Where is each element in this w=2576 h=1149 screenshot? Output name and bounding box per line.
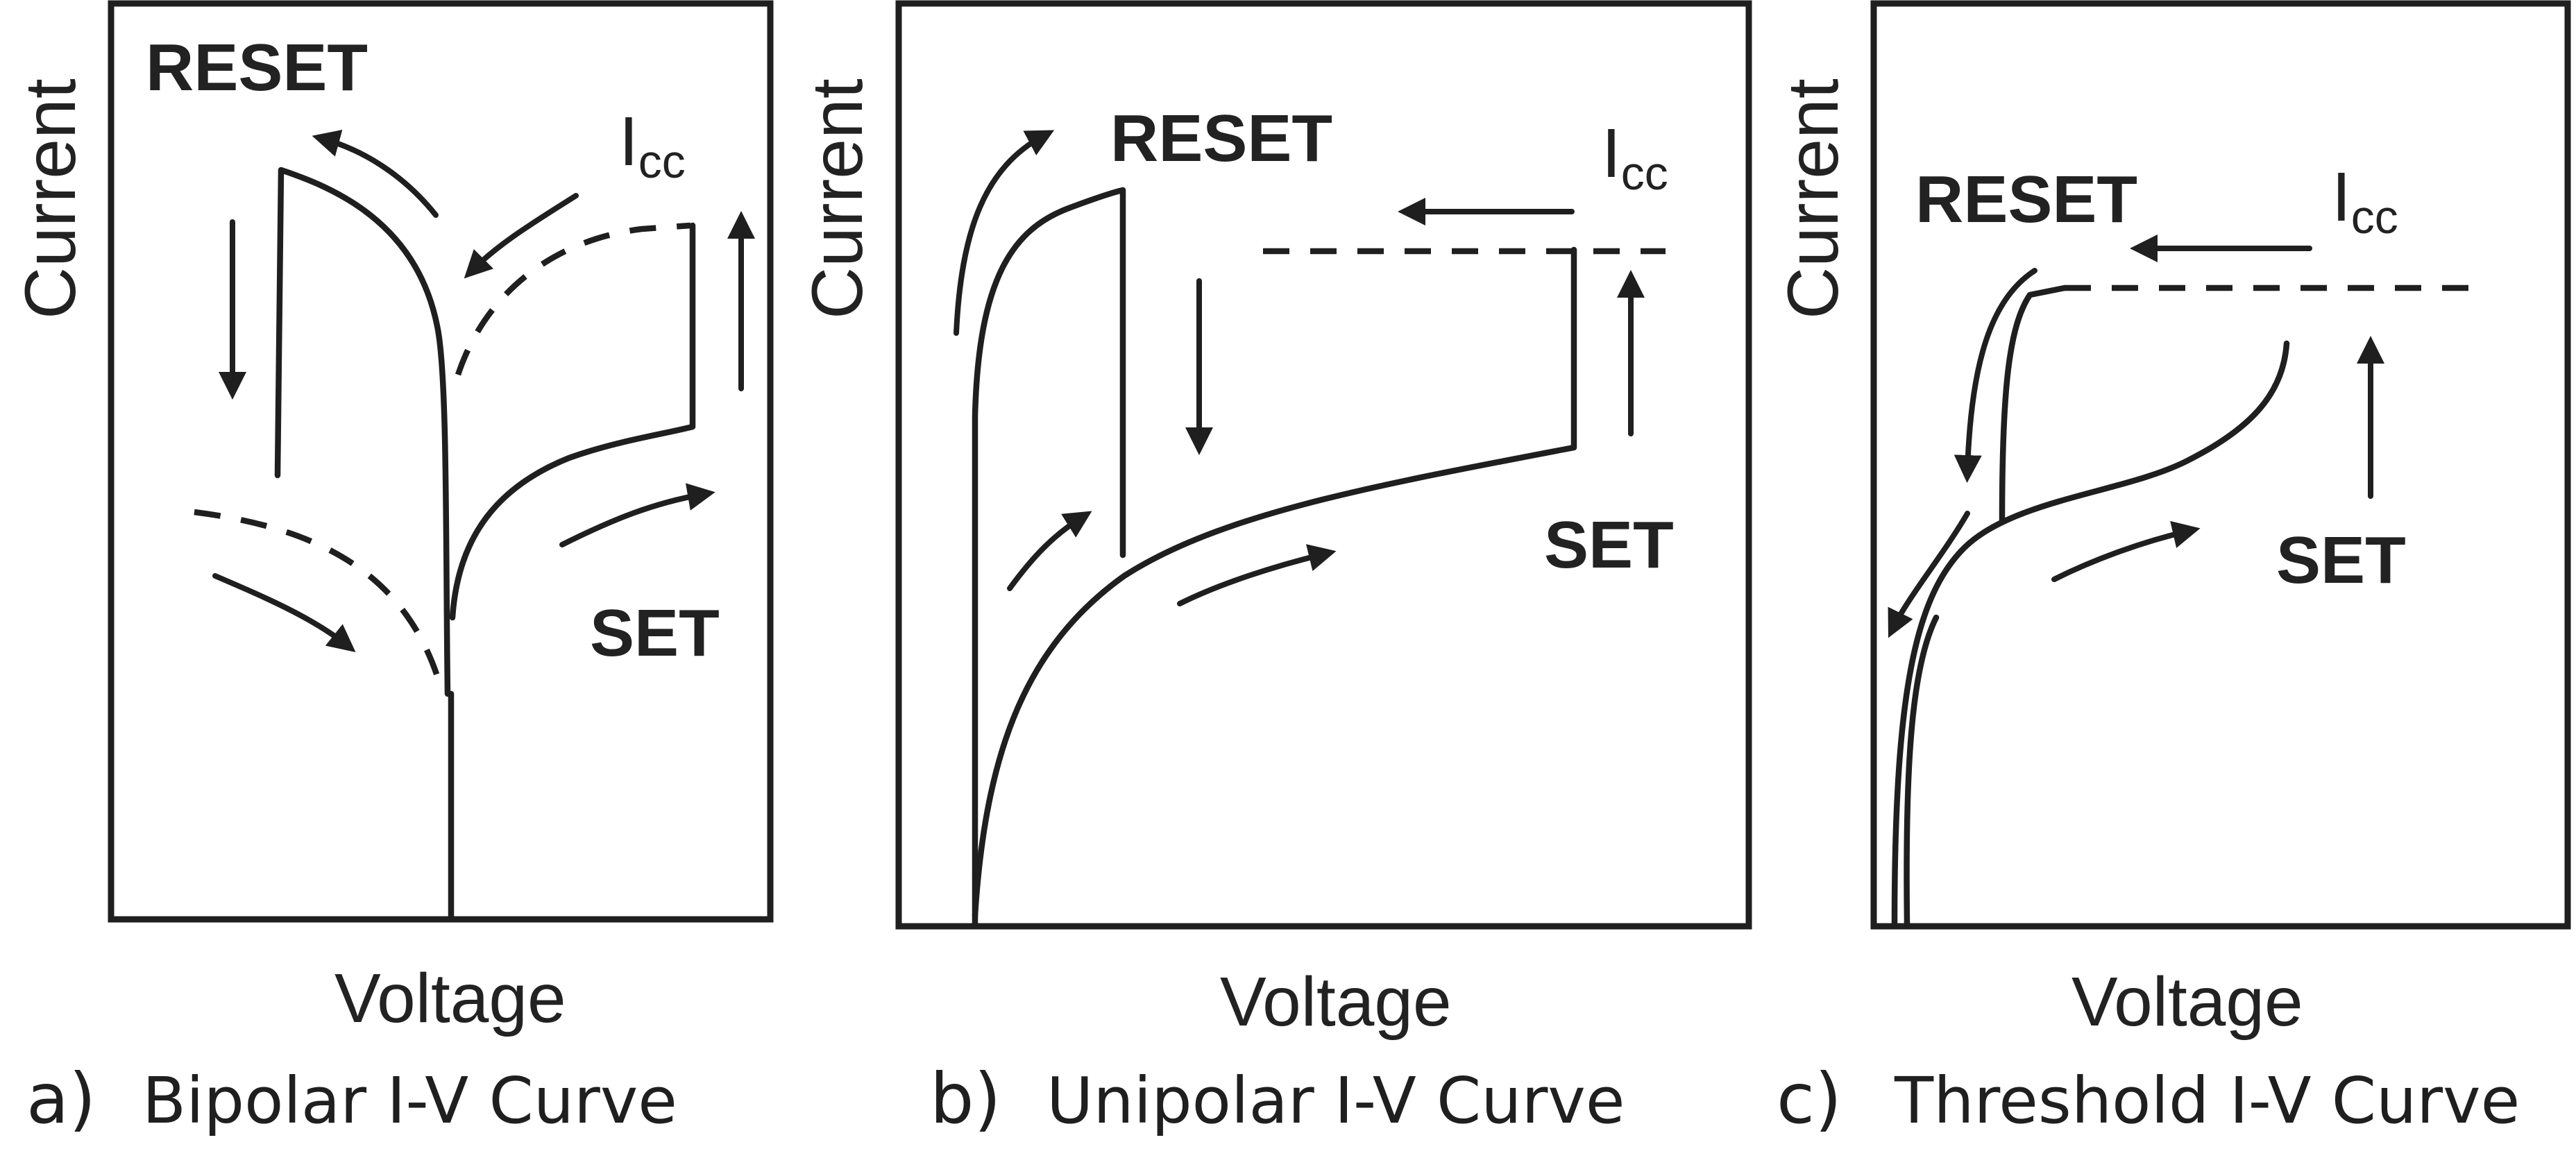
threshold-branch-curve [1904, 614, 1940, 926]
arrow-down-icon [1888, 511, 1970, 638]
caption-title: Threshold I-V Curve [1894, 1064, 2520, 1138]
arrow-set-icon [2051, 520, 2201, 582]
plot-frame [895, 0, 1752, 930]
set-label: SET [590, 596, 720, 670]
x-axis-label: Voltage [2071, 963, 2303, 1041]
reset-branch-curve [972, 187, 1126, 928]
x-axis-label: Voltage [334, 960, 566, 1037]
arrow-reset-icon [954, 130, 1055, 336]
icc-label: Icc [619, 103, 686, 188]
set-branch-curve [449, 222, 696, 621]
plot-frame [1870, 0, 2571, 930]
icc-label: Icc [2332, 158, 2398, 244]
caption-letter: a) [26, 1058, 96, 1139]
arrow-icc-icon [464, 193, 579, 279]
icc-compliance-dashed [455, 222, 691, 376]
set-label: SET [2276, 523, 2406, 597]
plot-frame [108, 0, 774, 923]
reset-branch-curve [1999, 284, 2068, 524]
x-axis-label: Voltage [1220, 963, 1452, 1041]
arrow-reset-icon [312, 130, 439, 218]
arrow-lower-icon [212, 573, 356, 652]
icc-label: Icc [1602, 114, 1668, 200]
arrow-lower-icon [1007, 511, 1092, 591]
panel-bipolar: Current Voltage RESET SET Icc a) Bipolar… [10, 0, 774, 1139]
arrow-reset-icon [1954, 268, 2037, 483]
set-branch-curve [972, 246, 1577, 919]
y-axis-label: Current [1773, 78, 1854, 319]
reset-label: RESET [1915, 162, 2137, 237]
y-axis-label: Current [797, 78, 878, 319]
negative-branch-dashed [194, 509, 444, 688]
caption-title: Unipolar I-V Curve [1046, 1064, 1625, 1138]
reset-label: RESET [1110, 101, 1332, 176]
set-branch-curve [1891, 340, 2290, 926]
caption-letter: c) [1777, 1058, 1842, 1139]
caption-title: Bipolar I-V Curve [142, 1064, 677, 1138]
reset-branch-curve [274, 167, 451, 697]
y-axis-label: Current [10, 78, 91, 319]
panel-unipolar: Current Voltage RESET SET Icc b) Unipola… [797, 0, 1752, 1139]
arrow-set-icon [1177, 544, 1337, 606]
reset-label: RESET [146, 31, 368, 105]
set-label: SET [1544, 508, 1674, 582]
caption-letter: b) [930, 1058, 1001, 1139]
arrow-set-icon [559, 483, 715, 547]
panel-threshold: Current Voltage RESET SET Icc c) Thresho… [1773, 0, 2571, 1139]
